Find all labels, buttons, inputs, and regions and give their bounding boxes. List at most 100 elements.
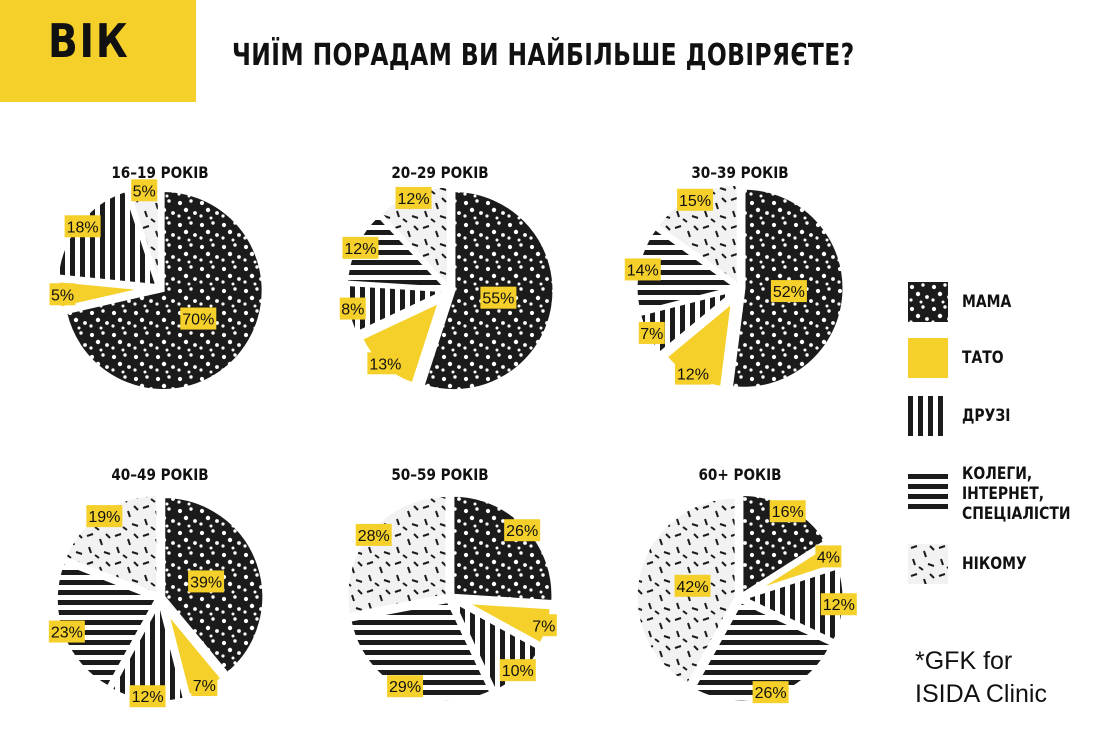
data-label-mama: 55% — [480, 286, 517, 309]
legend-label: НІКОМУ — [962, 554, 1027, 574]
data-label-text: 55% — [482, 291, 514, 308]
data-label-box — [191, 674, 218, 697]
data-label-tato: 4% — [815, 545, 842, 568]
data-label-box — [752, 681, 789, 704]
data-label-text: 13% — [369, 356, 401, 373]
data-label-tato: 13% — [367, 352, 404, 375]
data-label-box — [530, 614, 557, 637]
data-label-druzi: 12% — [129, 685, 166, 708]
data-label-box — [387, 675, 424, 698]
pie-chart-3: 30–39 РОКІВ 52% 12% 7% 14% 15% — [624, 164, 846, 390]
slice-mama — [63, 188, 265, 392]
data-label-mama: 16% — [769, 500, 806, 523]
data-label-text: 16% — [772, 504, 804, 521]
data-label-box — [480, 286, 517, 309]
legend-item-druzi: ДРУЗІ — [908, 396, 1021, 436]
data-label-text: 4% — [817, 549, 840, 566]
data-label-box — [86, 505, 123, 528]
data-label-box — [367, 352, 404, 375]
chart-title: 20–29 РОКІВ — [391, 164, 488, 182]
data-label-box — [355, 523, 392, 546]
data-label-text: 12% — [344, 241, 376, 258]
data-label-box — [638, 321, 665, 344]
data-label-koleghy: 23% — [48, 620, 85, 643]
legend-label: КОЛЕГИ, ІНТЕРНЕТ, СПЕЦІАЛІСТИ — [962, 464, 1071, 524]
data-label-text: 12% — [823, 597, 855, 614]
data-label-nikomu: 5% — [131, 179, 158, 202]
data-label-text: 7% — [193, 678, 216, 695]
page-title: ЧИЇМ ПОРАДАМ ВИ НАЙБІЛЬШЕ ДОВІРЯЄТЕ? — [232, 38, 855, 73]
title-badge: ВІК — [0, 0, 196, 102]
data-label-box — [342, 236, 379, 259]
badge-text: ВІК — [48, 14, 130, 68]
legend-swatch-mama — [908, 282, 948, 322]
data-label-text: 10% — [502, 663, 534, 680]
chart-title: 40–49 РОКІВ — [111, 466, 208, 484]
data-label-text: 70% — [182, 312, 214, 329]
data-label-text: 15% — [679, 193, 711, 210]
legend-label: ДРУЗІ — [962, 406, 1011, 426]
data-label-box — [677, 188, 714, 211]
data-label-box — [674, 574, 711, 597]
data-label-text: 5% — [133, 183, 156, 200]
data-label-box — [48, 620, 85, 643]
data-label-box — [49, 283, 76, 306]
data-label-text: 8% — [341, 302, 364, 319]
slice-nikomu — [345, 493, 449, 616]
data-label-text: 7% — [640, 326, 663, 343]
data-label-box — [674, 362, 711, 385]
data-label-box — [180, 307, 217, 330]
data-label-box — [129, 685, 166, 708]
chart-title: 50–59 РОКІВ — [391, 466, 488, 484]
data-label-box — [499, 659, 536, 682]
data-label-koleghy: 29% — [387, 675, 424, 698]
data-label-text: 26% — [755, 685, 787, 702]
data-label-box — [131, 179, 158, 202]
chart-title: 30–39 РОКІВ — [691, 164, 788, 182]
data-label-text: 29% — [389, 679, 421, 696]
pie-chart-4: 40–49 РОКІВ 39% 7% 12% 23% 19% — [48, 466, 266, 708]
data-label-box — [64, 215, 101, 238]
data-label-text: 7% — [532, 618, 555, 635]
pie-chart-2: 20–29 РОКІВ 55% 13% 8% 12% 12% — [339, 164, 556, 393]
data-label-koleghy: 26% — [752, 681, 789, 704]
data-label-mama: 26% — [504, 519, 541, 542]
data-label-text: 12% — [132, 689, 164, 706]
data-label-nikomu: 15% — [677, 188, 714, 211]
data-label-text: 52% — [773, 284, 805, 301]
legend-swatch-druzi — [908, 396, 948, 436]
data-label-tato: 12% — [674, 362, 711, 385]
legend-item-tato: ТАТО — [908, 338, 1013, 378]
data-label-box — [820, 593, 857, 616]
data-label-text: 14% — [627, 262, 659, 279]
data-label-mama: 52% — [770, 280, 807, 303]
data-label-koleghy: 12% — [342, 236, 379, 259]
data-label-text: 42% — [677, 579, 709, 596]
pie-chart-1: 16–19 РОКІВ 70% 5% 18% 5% — [49, 164, 265, 392]
pie-chart-6: 60+ РОКІВ 16% 4% 12% 26% 42% — [634, 466, 857, 704]
data-label-box — [815, 545, 842, 568]
legend-item-koleghy: КОЛЕГИ, ІНТЕРНЕТ, СПЕЦІАЛІСТИ — [908, 464, 1094, 524]
data-label-text: 19% — [88, 509, 120, 526]
legend-swatch-nikomu — [908, 544, 948, 584]
data-label-druzi: 18% — [64, 215, 101, 238]
data-label-mama: 70% — [180, 307, 217, 330]
data-label-text: 26% — [506, 523, 538, 540]
chart-title: 16–19 РОКІВ — [111, 164, 208, 182]
data-label-text: 23% — [51, 625, 83, 642]
data-label-tato: 5% — [49, 283, 76, 306]
data-label-druzi: 7% — [638, 321, 665, 344]
legend-swatch-koleghy — [908, 474, 948, 514]
data-label-druzi: 8% — [339, 297, 366, 320]
source-note: *GFK for ISIDA Clinic — [915, 647, 1047, 708]
legend-item-mama: МАМА — [908, 282, 1022, 322]
data-label-nikomu: 12% — [395, 186, 432, 209]
pie-chart-5: 50–59 РОКІВ 26% 7% 10% 29% 28% — [345, 466, 557, 704]
data-label-box — [624, 258, 661, 281]
data-label-druzi: 10% — [499, 659, 536, 682]
legend-label: МАМА — [962, 292, 1012, 312]
data-label-text: 28% — [358, 528, 390, 545]
data-label-text: 12% — [398, 191, 430, 208]
legend-item-nikomu: НІКОМУ — [908, 544, 1041, 584]
